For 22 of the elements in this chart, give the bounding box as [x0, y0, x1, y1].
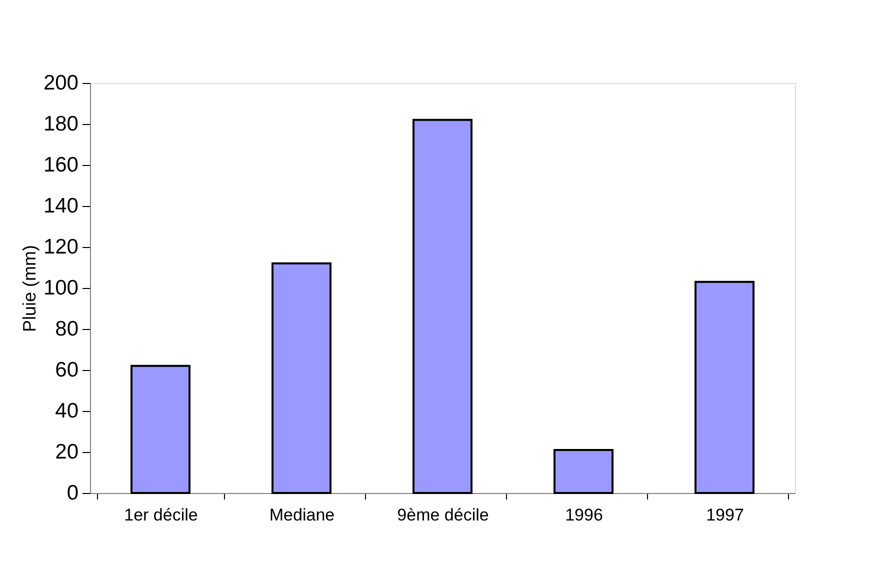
y-tick-label: 0 — [66, 482, 78, 504]
y-tick-label: 40 — [55, 400, 78, 422]
y-tick-label: 20 — [55, 440, 78, 464]
x-tick-label: Mediane — [269, 506, 335, 524]
y-tick-label: 160 — [43, 154, 78, 176]
bar — [554, 448, 614, 494]
x-tick-label: 1997 — [706, 506, 744, 524]
y-tick-label: 140 — [43, 194, 78, 218]
y-tick-label: 200 — [43, 72, 78, 94]
x-tick-label: 9ème décile — [397, 506, 489, 524]
x-tick-label: 1er décile — [124, 506, 198, 524]
bar — [412, 118, 472, 494]
bar — [694, 280, 754, 494]
x-tick-label: 1996 — [565, 506, 603, 524]
y-axis-title: Pluie (mm) — [19, 244, 40, 332]
bar — [130, 364, 190, 494]
bar — [272, 262, 332, 494]
y-tick-label: 180 — [43, 112, 78, 136]
y-tick-label: 120 — [43, 236, 78, 258]
y-tick-label: 80 — [55, 318, 78, 340]
y-tick-label: 60 — [55, 358, 78, 382]
y-tick-label: 100 — [43, 276, 78, 300]
